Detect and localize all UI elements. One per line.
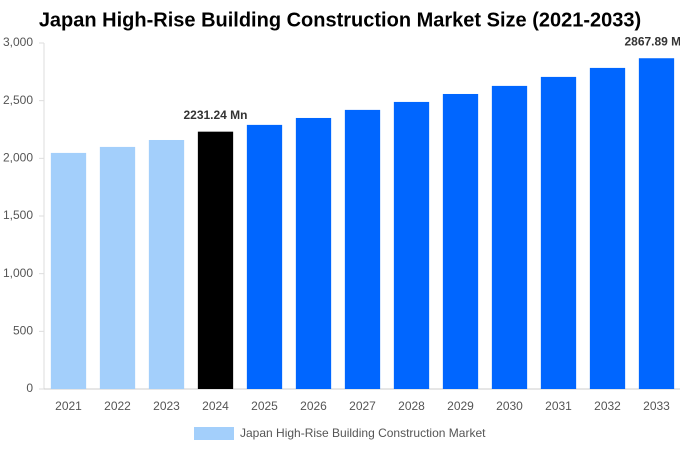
bar xyxy=(442,93,479,390)
chart-title: Japan High-Rise Building Construction Ma… xyxy=(39,9,641,31)
bar xyxy=(491,85,528,390)
y-tick-label: 1,500 xyxy=(3,208,33,222)
y-tick-label: 2,500 xyxy=(3,93,33,107)
x-tick-label: 2026 xyxy=(300,399,327,413)
y-tick-label: 0 xyxy=(26,381,33,395)
x-tick-label: 2022 xyxy=(104,399,131,413)
bar xyxy=(393,101,430,389)
y-tick-label: 2,000 xyxy=(3,151,33,165)
bar xyxy=(638,58,675,389)
value-label: 2867.89 Mn xyxy=(624,34,680,48)
x-tick-label: 2028 xyxy=(398,399,425,413)
x-tick-label: 2024 xyxy=(202,399,229,413)
y-tick-label: 3,000 xyxy=(3,35,33,49)
bar xyxy=(246,124,283,390)
y-tick-label: 1,000 xyxy=(3,266,33,280)
bar xyxy=(540,76,577,390)
x-tick-label: 2031 xyxy=(545,399,572,413)
value-label: 2231.24 Mn xyxy=(183,108,247,122)
legend-swatch xyxy=(194,427,234,440)
x-tick-label: 2029 xyxy=(447,399,474,413)
x-tick-label: 2033 xyxy=(643,399,670,413)
bar xyxy=(148,139,185,389)
bar xyxy=(295,117,332,389)
bar xyxy=(99,146,136,389)
x-tick-label: 2025 xyxy=(251,399,278,413)
bar xyxy=(589,67,626,390)
x-tick-label: 2027 xyxy=(349,399,376,413)
bar xyxy=(344,109,381,389)
legend-label: Japan High-Rise Building Construction Ma… xyxy=(240,426,486,440)
x-tick-label: 2021 xyxy=(55,399,82,413)
x-tick-label: 2030 xyxy=(496,399,523,413)
bar xyxy=(50,152,87,389)
y-tick-label: 500 xyxy=(13,324,33,338)
x-tick-label: 2023 xyxy=(153,399,180,413)
x-tick-label: 2032 xyxy=(594,399,621,413)
bar xyxy=(197,131,234,390)
